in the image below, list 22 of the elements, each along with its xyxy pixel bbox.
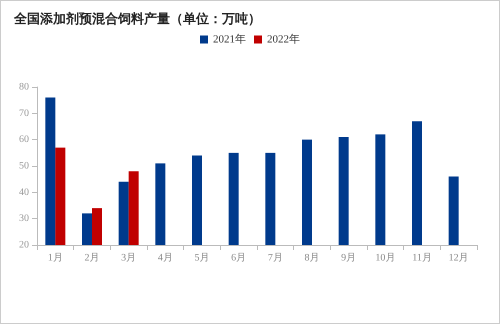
legend-label: 2021年 <box>213 34 246 46</box>
x-tick-label: 8月 <box>304 252 320 264</box>
y-tick-label: 20 <box>19 240 29 250</box>
x-tick-label: 7月 <box>268 252 283 264</box>
x-tick-label: 11月 <box>412 252 432 264</box>
y-tick-label: 50 <box>19 160 29 172</box>
y-tick-label: 60 <box>19 134 29 146</box>
x-tick-label: 6月 <box>231 252 246 264</box>
y-tick-label: 70 <box>19 108 29 119</box>
x-tick-label: 12月 <box>448 252 469 264</box>
x-tick-label: 9月 <box>341 252 356 264</box>
x-tick-label: 1月 <box>48 252 63 264</box>
y-tick-label: 80 <box>19 82 29 92</box>
legend-label: 2022年 <box>267 34 300 46</box>
x-tick-label: 2月 <box>84 252 100 264</box>
chart-title: 全国添加剂预混合饲料产量（单位：万吨） <box>13 11 261 26</box>
x-tick-label: 4月 <box>158 252 173 264</box>
x-tick-label: 5月 <box>194 252 210 264</box>
x-tick-label: 3月 <box>121 252 136 264</box>
y-tick-label: 40 <box>19 186 29 198</box>
x-tick-label: 10月 <box>375 252 396 264</box>
y-tick-label: 30 <box>19 213 29 224</box>
